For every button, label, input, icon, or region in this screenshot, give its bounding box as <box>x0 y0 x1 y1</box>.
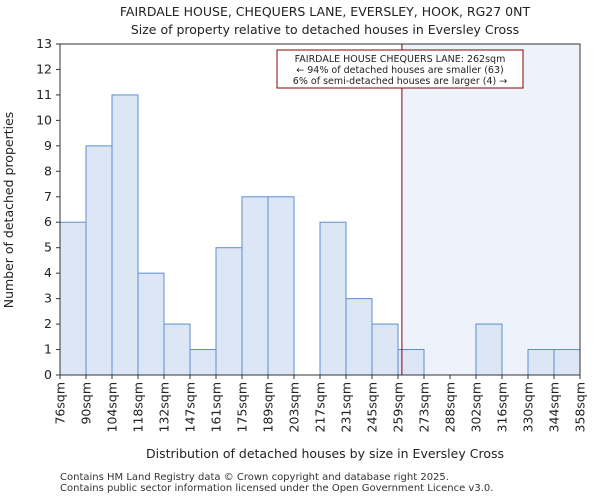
bar <box>189 349 217 376</box>
y-tick-label: 10 <box>36 112 52 127</box>
x-tick-label: 161sqm <box>209 382 224 432</box>
y-tick-label: 7 <box>44 189 52 204</box>
y-tick-label: 9 <box>44 138 52 153</box>
y-tick-label: 3 <box>44 291 52 306</box>
annotation-line: ← 94% of detached houses are smaller (63… <box>296 65 503 76</box>
x-tick-label: 245sqm <box>365 382 380 432</box>
bar <box>241 196 269 376</box>
bar <box>345 298 373 376</box>
bar <box>163 323 191 376</box>
y-tick-label: 4 <box>44 265 52 280</box>
x-tick-label: 259sqm <box>391 382 406 432</box>
bar <box>371 323 399 376</box>
x-tick-label: 104sqm <box>105 382 120 432</box>
x-tick-label: 273sqm <box>417 382 432 432</box>
y-tick-label: 5 <box>44 240 52 255</box>
y-tick-label: 0 <box>44 367 52 382</box>
x-tick-label: 147sqm <box>183 382 198 432</box>
x-tick-label: 302sqm <box>469 382 484 432</box>
y-axis-label: Number of detached properties <box>1 112 16 309</box>
bar <box>267 196 295 376</box>
bar <box>215 247 243 376</box>
highlight-region <box>401 44 580 375</box>
x-tick-label: 189sqm <box>261 382 276 432</box>
chart-subtitle: Size of property relative to detached ho… <box>131 22 519 37</box>
x-tick-label: 217sqm <box>313 382 328 432</box>
x-tick-label: 344sqm <box>547 382 562 432</box>
x-tick-label: 316sqm <box>495 382 510 432</box>
annotation-box <box>276 49 524 89</box>
bar <box>527 349 555 376</box>
x-tick-label: 175sqm <box>235 382 250 432</box>
x-tick-label: 203sqm <box>287 382 302 432</box>
y-tick-label: 11 <box>36 87 52 102</box>
x-tick-label: 231sqm <box>339 382 354 432</box>
annotation-line: FAIRDALE HOUSE CHEQUERS LANE: 262sqm <box>295 54 506 65</box>
chart-title: FAIRDALE HOUSE, CHEQUERS LANE, EVERSLEY,… <box>120 4 531 19</box>
x-tick-label: 358sqm <box>573 382 588 432</box>
bar <box>85 145 113 376</box>
y-tick-label: 1 <box>44 342 52 357</box>
bar <box>475 323 503 376</box>
y-tick-label: 12 <box>36 61 52 76</box>
y-tick-label: 8 <box>44 163 52 178</box>
x-axis-label: Distribution of detached houses by size … <box>146 446 504 461</box>
x-tick-label: 76sqm <box>53 382 68 425</box>
footer-line-2: Contains public sector information licen… <box>60 483 494 494</box>
y-tick-label: 13 <box>36 36 52 51</box>
y-tick-label: 6 <box>44 214 52 229</box>
x-tick-label: 90sqm <box>79 382 94 425</box>
bar <box>137 272 165 376</box>
x-tick-label: 132sqm <box>157 382 172 432</box>
x-tick-label: 288sqm <box>443 382 458 432</box>
x-tick-label: 118sqm <box>131 382 146 432</box>
x-tick-label: 330sqm <box>521 382 536 432</box>
bar <box>59 221 87 376</box>
footer-line-1: Contains HM Land Registry data © Crown c… <box>60 472 449 483</box>
bar <box>111 94 139 376</box>
annotation-line: 6% of semi-detached houses are larger (4… <box>293 76 507 87</box>
bar <box>319 221 347 376</box>
bar <box>553 349 581 376</box>
y-tick-label: 2 <box>44 316 52 331</box>
